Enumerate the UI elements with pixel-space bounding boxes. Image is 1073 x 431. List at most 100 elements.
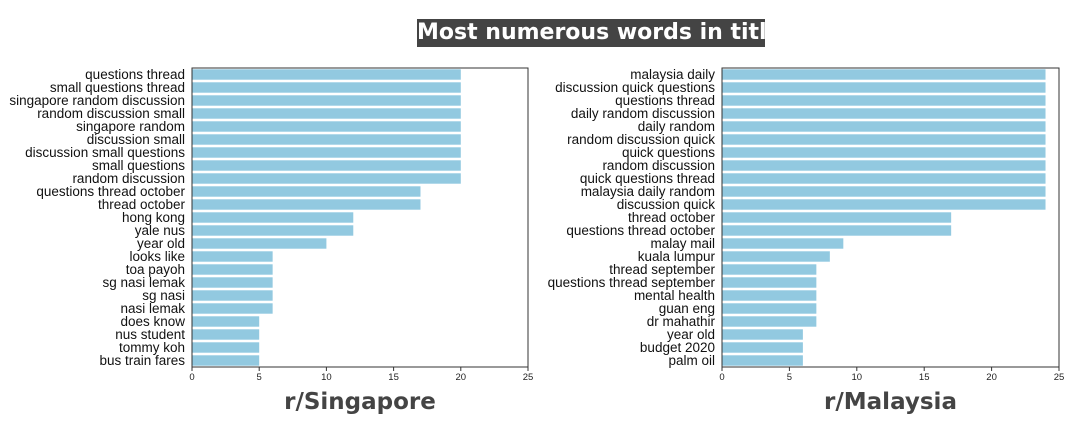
category-label: random discussion quick <box>567 132 715 147</box>
category-label: quick questions thread <box>580 171 715 186</box>
bar <box>722 251 830 262</box>
category-label: nus student <box>115 327 185 342</box>
category-label: questions thread october <box>36 184 185 199</box>
category-label: discussion quick questions <box>555 80 715 95</box>
bar <box>192 316 260 327</box>
category-label: sg nasi lemak <box>102 275 185 290</box>
bar <box>192 277 273 288</box>
chart-suptitle: Most numerous words in title <box>417 19 782 47</box>
bar <box>192 225 354 236</box>
category-label: year old <box>667 327 715 342</box>
bar <box>722 212 952 223</box>
x-tick-label: 15 <box>388 372 399 383</box>
bar <box>722 95 1046 106</box>
bar <box>192 134 461 145</box>
bar <box>192 160 461 171</box>
bar <box>192 199 421 210</box>
bar <box>722 342 803 353</box>
category-label: small questions thread <box>50 80 185 95</box>
x-tick-label: 20 <box>456 372 467 383</box>
category-label: daily random discussion <box>571 106 715 121</box>
bar <box>192 121 461 132</box>
category-label: small questions <box>92 158 185 173</box>
bar <box>192 69 461 80</box>
bar <box>192 251 273 262</box>
x-tick-label: 15 <box>919 372 930 383</box>
bar <box>192 95 461 106</box>
category-label: discussion quick <box>617 197 716 212</box>
category-label: nasi lemak <box>120 301 185 316</box>
plot-frame <box>721 67 1060 368</box>
category-label: sg nasi <box>142 288 185 303</box>
category-label: year old <box>137 236 185 251</box>
x-axis-label: r/Malaysia <box>824 389 957 415</box>
category-label: quick questions <box>622 145 715 160</box>
category-label: singapore random <box>76 119 185 134</box>
category-label: singapore random discussion <box>9 93 185 108</box>
bar <box>722 329 803 340</box>
bar <box>192 329 260 340</box>
category-label: thread september <box>609 262 715 277</box>
bar <box>192 82 461 93</box>
x-tick-label: 10 <box>321 372 332 383</box>
bar <box>192 212 354 223</box>
bar <box>722 160 1046 171</box>
x-tick-label: 5 <box>787 372 792 383</box>
category-label: budget 2020 <box>640 340 715 355</box>
category-label: guan eng <box>659 301 715 316</box>
bar <box>722 134 1046 145</box>
category-label: questions thread <box>615 93 715 108</box>
bar <box>722 121 1046 132</box>
category-label: random discussion <box>602 158 715 173</box>
bar <box>192 342 260 353</box>
bar <box>722 186 1046 197</box>
category-label: palm oil <box>668 353 715 368</box>
x-axis-label: r/Singapore <box>284 389 436 415</box>
category-label: daily random <box>638 119 715 134</box>
bar <box>192 108 461 119</box>
category-label: hong kong <box>122 210 185 225</box>
category-label: malaysia daily random <box>581 184 715 199</box>
bar <box>192 290 273 301</box>
bar <box>192 238 327 249</box>
bar <box>722 316 817 327</box>
category-label: questions thread october <box>566 223 715 238</box>
x-tick-label: 20 <box>986 372 997 383</box>
category-label: thread october <box>98 197 186 212</box>
category-label: random discussion <box>72 171 185 186</box>
bar <box>722 199 1046 210</box>
bar <box>722 69 1046 80</box>
bar <box>722 238 844 249</box>
category-label: malaysia daily <box>630 67 715 82</box>
category-label: tommy koh <box>119 340 185 355</box>
bar <box>722 225 952 236</box>
category-label: does know <box>120 314 185 329</box>
category-label: questions thread september <box>548 275 716 290</box>
category-label: bus train fares <box>99 353 185 368</box>
category-label: yale nus <box>135 223 186 238</box>
bar <box>722 264 817 275</box>
x-tick-label: 0 <box>719 372 724 383</box>
category-label: dr mahathir <box>647 314 716 329</box>
bar <box>722 108 1046 119</box>
bar <box>722 82 1046 93</box>
bar <box>192 186 421 197</box>
bar <box>722 355 803 366</box>
bar <box>722 290 817 301</box>
category-label: kuala lumpur <box>638 249 716 264</box>
category-label: malay mail <box>650 236 715 251</box>
category-label: random discussion small <box>37 106 185 121</box>
bar <box>192 264 273 275</box>
bar <box>722 277 817 288</box>
x-tick-label: 25 <box>1054 372 1065 383</box>
category-label: thread october <box>628 210 716 225</box>
bar <box>722 147 1046 158</box>
x-tick-label: 10 <box>852 372 863 383</box>
bar <box>192 173 461 184</box>
bar <box>192 147 461 158</box>
category-label: questions thread <box>85 67 185 82</box>
category-label: discussion small <box>87 132 185 147</box>
bar <box>722 173 1046 184</box>
